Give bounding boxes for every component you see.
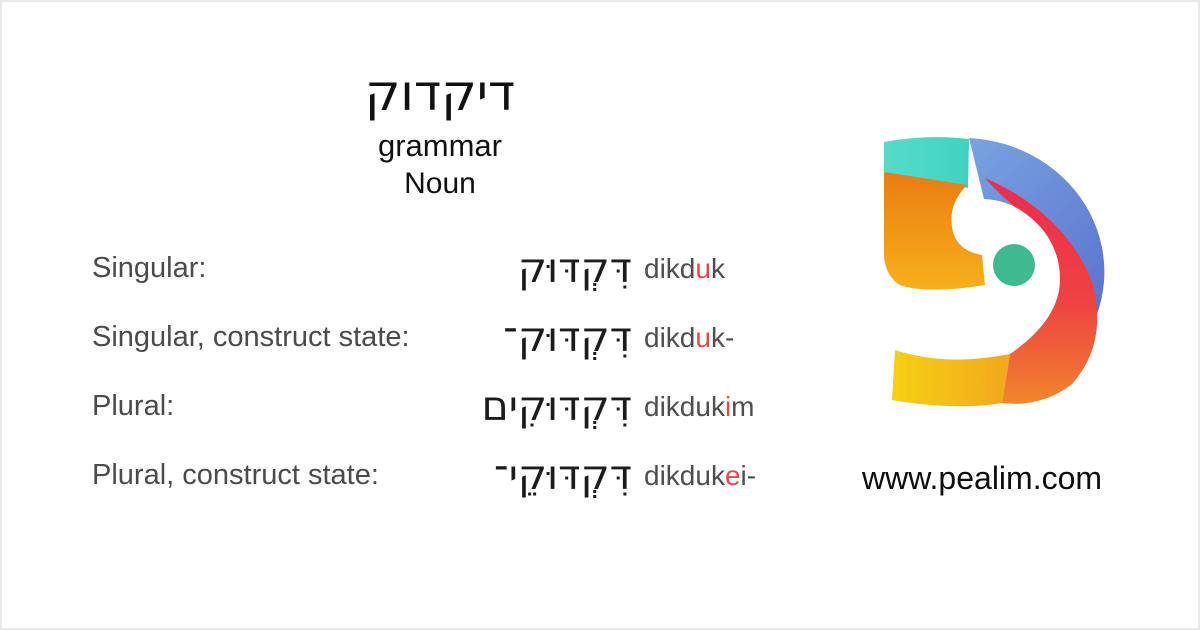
form-transliteration: dikdukei-	[644, 460, 756, 492]
form-label: Plural:	[92, 390, 175, 422]
translit-post: m	[731, 390, 755, 422]
form-hebrew: דִּקְדּוּקֵי־	[493, 450, 632, 499]
form-row-singular-construct: Singular, construct state: דִּקְדּוּק־ d…	[92, 303, 792, 372]
translit-stressed-vowel: e	[724, 459, 741, 491]
logo-tongue	[884, 172, 985, 290]
translit-stressed-vowel: u	[695, 252, 711, 284]
forms-table: Singular: דִּקְדּוּק dikduk Singular, co…	[92, 234, 792, 510]
form-transliteration: dikduk-	[644, 322, 734, 354]
form-hebrew: דִּקְדּוּק־	[503, 312, 632, 361]
logo-segment-teal	[884, 137, 969, 188]
part-of-speech: Noun	[404, 167, 476, 200]
translit-post: k-	[710, 321, 735, 353]
logo-segment-yellow	[892, 350, 1010, 407]
form-label: Singular, construct state:	[92, 321, 410, 353]
form-label: Plural, construct state:	[92, 459, 379, 491]
form-hebrew: דִּקְדּוּק	[517, 243, 632, 292]
pealim-logo-icon	[884, 137, 1105, 407]
logo-dot	[993, 244, 1035, 286]
translit-pre: dikd	[644, 252, 696, 284]
form-row-plural-construct: Plural, construct state: דִּקְדּוּקֵי־ d…	[92, 441, 792, 510]
translit-pre: dikd	[644, 321, 696, 353]
form-transliteration: dikduk	[644, 253, 725, 285]
form-label: Singular:	[92, 252, 207, 284]
title-block: דיקדוק grammar Noun	[92, 68, 788, 199]
translit-stressed-vowel: i	[724, 390, 732, 422]
translit-post: i-	[740, 459, 757, 491]
form-hebrew: דִּקְדּוּקִים	[481, 381, 633, 430]
form-row-singular: Singular: דִּקְדּוּק dikduk	[92, 234, 792, 303]
headword-hebrew: דיקדוק	[364, 64, 516, 122]
headword-translation: grammar	[377, 128, 502, 163]
translit-post: k	[710, 252, 725, 284]
logo-segment-red	[985, 178, 1098, 404]
translit-pre: dikduk	[644, 459, 725, 491]
translit-pre: dikduk	[644, 390, 725, 422]
form-row-plural: Plural: דִּקְדּוּקִים dikdukim	[92, 372, 792, 441]
form-transliteration: dikdukim	[644, 391, 755, 423]
brand-url: www.pealim.com	[861, 460, 1103, 496]
translit-stressed-vowel: u	[695, 321, 711, 353]
